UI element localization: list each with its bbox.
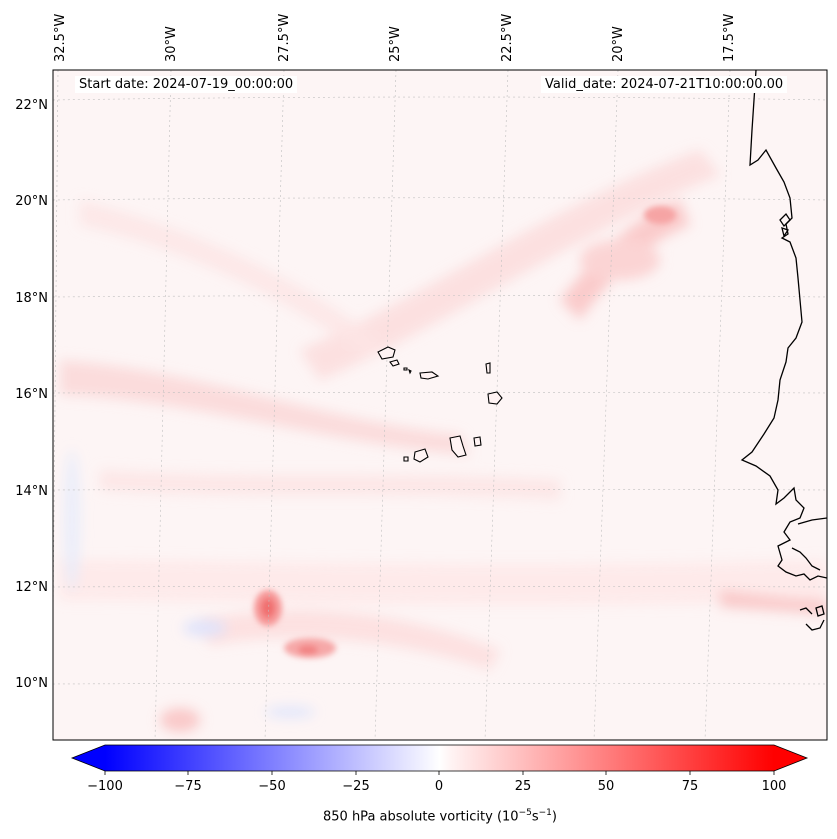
lon-label-25w: 25°W (388, 26, 403, 62)
cape-verde-islands (377, 346, 503, 463)
colorbar-tick: −75 (174, 779, 202, 794)
colorbar-tick: 25 (514, 779, 532, 794)
lat-label-18n: 18°N (15, 291, 48, 306)
lon-label-27-5w: 27.5°W (277, 13, 292, 62)
lon-label-22-5w: 22.5°W (500, 13, 515, 62)
lat-label-14n: 14°N (15, 484, 48, 499)
lat-label-16n: 16°N (15, 387, 48, 402)
colorbar-extend-min (72, 745, 105, 771)
vorticity-field (60, 150, 827, 732)
colorbar-tick: 75 (681, 779, 699, 794)
colorbar-tick: 0 (434, 779, 444, 794)
lon-label-20w: 20°W (611, 26, 626, 62)
colorbar-extend-max (774, 745, 807, 771)
vorticity-maxima (254, 206, 676, 658)
colorbar-tick: −50 (258, 779, 286, 794)
lon-label-30w: 30°W (164, 26, 179, 62)
colorbar-tick: 100 (761, 779, 787, 794)
lat-label-10n: 10°N (15, 676, 48, 691)
colorbar-tick: −100 (87, 779, 123, 794)
gridlines (53, 70, 827, 740)
lon-label-32-5w: 32.5°W (53, 13, 68, 62)
colorbar (70, 744, 809, 775)
lat-label-12n: 12°N (15, 580, 48, 595)
lat-label-22n: 22°N (15, 98, 48, 113)
valid-date-label: Valid_date: 2024-07-21T10:00:00.00 (541, 76, 788, 93)
start-date-label: Start date: 2024-07-19_00:00:00 (75, 76, 298, 93)
colorbar-label: 850 hPa absolute vorticity (10−5s−1) (323, 808, 557, 825)
lon-label-17-5w: 17.5°W (722, 13, 737, 62)
map-frame (52, 69, 828, 741)
colorbar-tick: 50 (597, 779, 615, 794)
colorbar-tick: −25 (342, 779, 370, 794)
negative-vorticity (64, 450, 315, 718)
african-coastline (740, 70, 827, 631)
lat-label-20n: 20°N (15, 194, 48, 209)
colorbar-bar (105, 745, 774, 771)
